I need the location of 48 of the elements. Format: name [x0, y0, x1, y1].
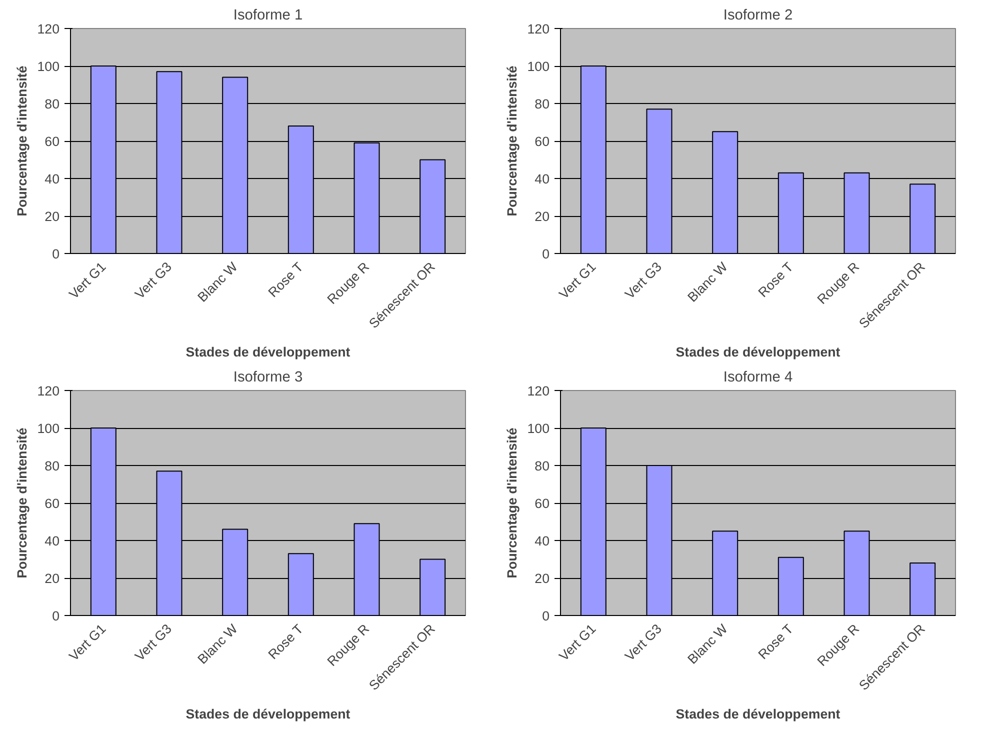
x-tick-label: Vert G1 [556, 621, 599, 664]
y-tick-label: 60 [534, 134, 550, 149]
x-axis-title: Stades de développement [186, 706, 351, 722]
x-tick-label: Vert G3 [622, 621, 665, 664]
x-tick-label: Vert G1 [66, 621, 109, 664]
y-tick-label: 0 [52, 608, 60, 624]
y-tick-label: 60 [44, 496, 60, 511]
y-tick-label: 80 [534, 458, 550, 474]
y-tick-label: 100 [37, 421, 60, 436]
y-tick-label: 60 [44, 134, 60, 149]
y-tick-label: 120 [527, 22, 550, 36]
chart-title: Isoforme 1 [233, 8, 303, 24]
y-tick-label: 20 [534, 209, 550, 224]
chart-title: Isoforme 2 [723, 8, 793, 24]
x-tick-label: Vert G1 [66, 259, 109, 302]
y-tick-label: 120 [37, 22, 60, 36]
y-tick-label: 100 [37, 59, 60, 74]
y-tick-label: 40 [534, 172, 550, 186]
chart-title: Isoforme 3 [233, 370, 303, 386]
y-tick-label: 40 [44, 172, 60, 186]
y-tick-label: 120 [527, 384, 550, 398]
y-tick-label: 0 [52, 246, 60, 262]
y-tick-label: 20 [44, 209, 60, 224]
x-tick-label: Vert G3 [132, 259, 175, 302]
x-tick-label: Vert G1 [556, 259, 599, 302]
y-axis-title: Pourcentage d'intensité [504, 66, 520, 216]
x-axis-title: Stades de développement [676, 706, 841, 722]
y-tick-label: 80 [44, 96, 60, 112]
y-tick-label: 80 [44, 458, 60, 474]
y-axis-title: Pourcentage d'intensité [504, 428, 520, 578]
y-tick-label: 100 [527, 59, 550, 74]
y-axis-title: Pourcentage d'intensité [14, 428, 30, 578]
y-tick-label: 20 [44, 571, 60, 586]
y-tick-label: 40 [44, 534, 60, 548]
y-tick-label: 20 [534, 571, 550, 586]
y-tick-label: 0 [542, 608, 550, 624]
y-tick-label: 120 [37, 384, 60, 398]
x-tick-label: Vert G3 [622, 259, 665, 302]
y-axis-title: Pourcentage d'intensité [14, 66, 30, 216]
y-tick-label: 100 [527, 421, 550, 436]
y-tick-label: 40 [534, 534, 550, 548]
chart-title: Isoforme 4 [723, 370, 793, 386]
x-tick-label: Vert G3 [132, 621, 175, 664]
y-tick-label: 80 [534, 96, 550, 112]
y-tick-label: 0 [542, 246, 550, 262]
x-axis-title: Stades de développement [186, 344, 351, 360]
x-axis-title: Stades de développement [676, 344, 841, 360]
y-tick-label: 60 [534, 496, 550, 511]
